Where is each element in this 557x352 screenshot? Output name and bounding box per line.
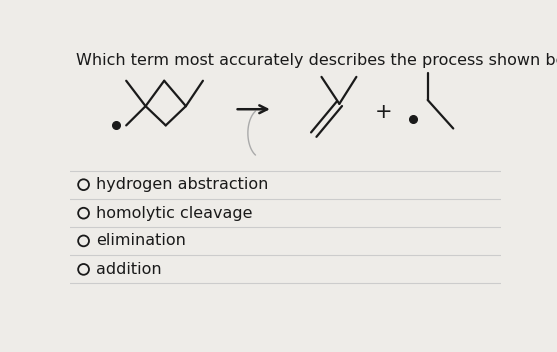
Text: +: + [375, 101, 392, 121]
Text: Which term most accurately describes the process shown below?: Which term most accurately describes the… [76, 53, 557, 68]
Text: homolytic cleavage: homolytic cleavage [96, 206, 252, 221]
Text: hydrogen abstraction: hydrogen abstraction [96, 177, 268, 192]
Text: elimination: elimination [96, 233, 186, 249]
Text: addition: addition [96, 262, 162, 277]
